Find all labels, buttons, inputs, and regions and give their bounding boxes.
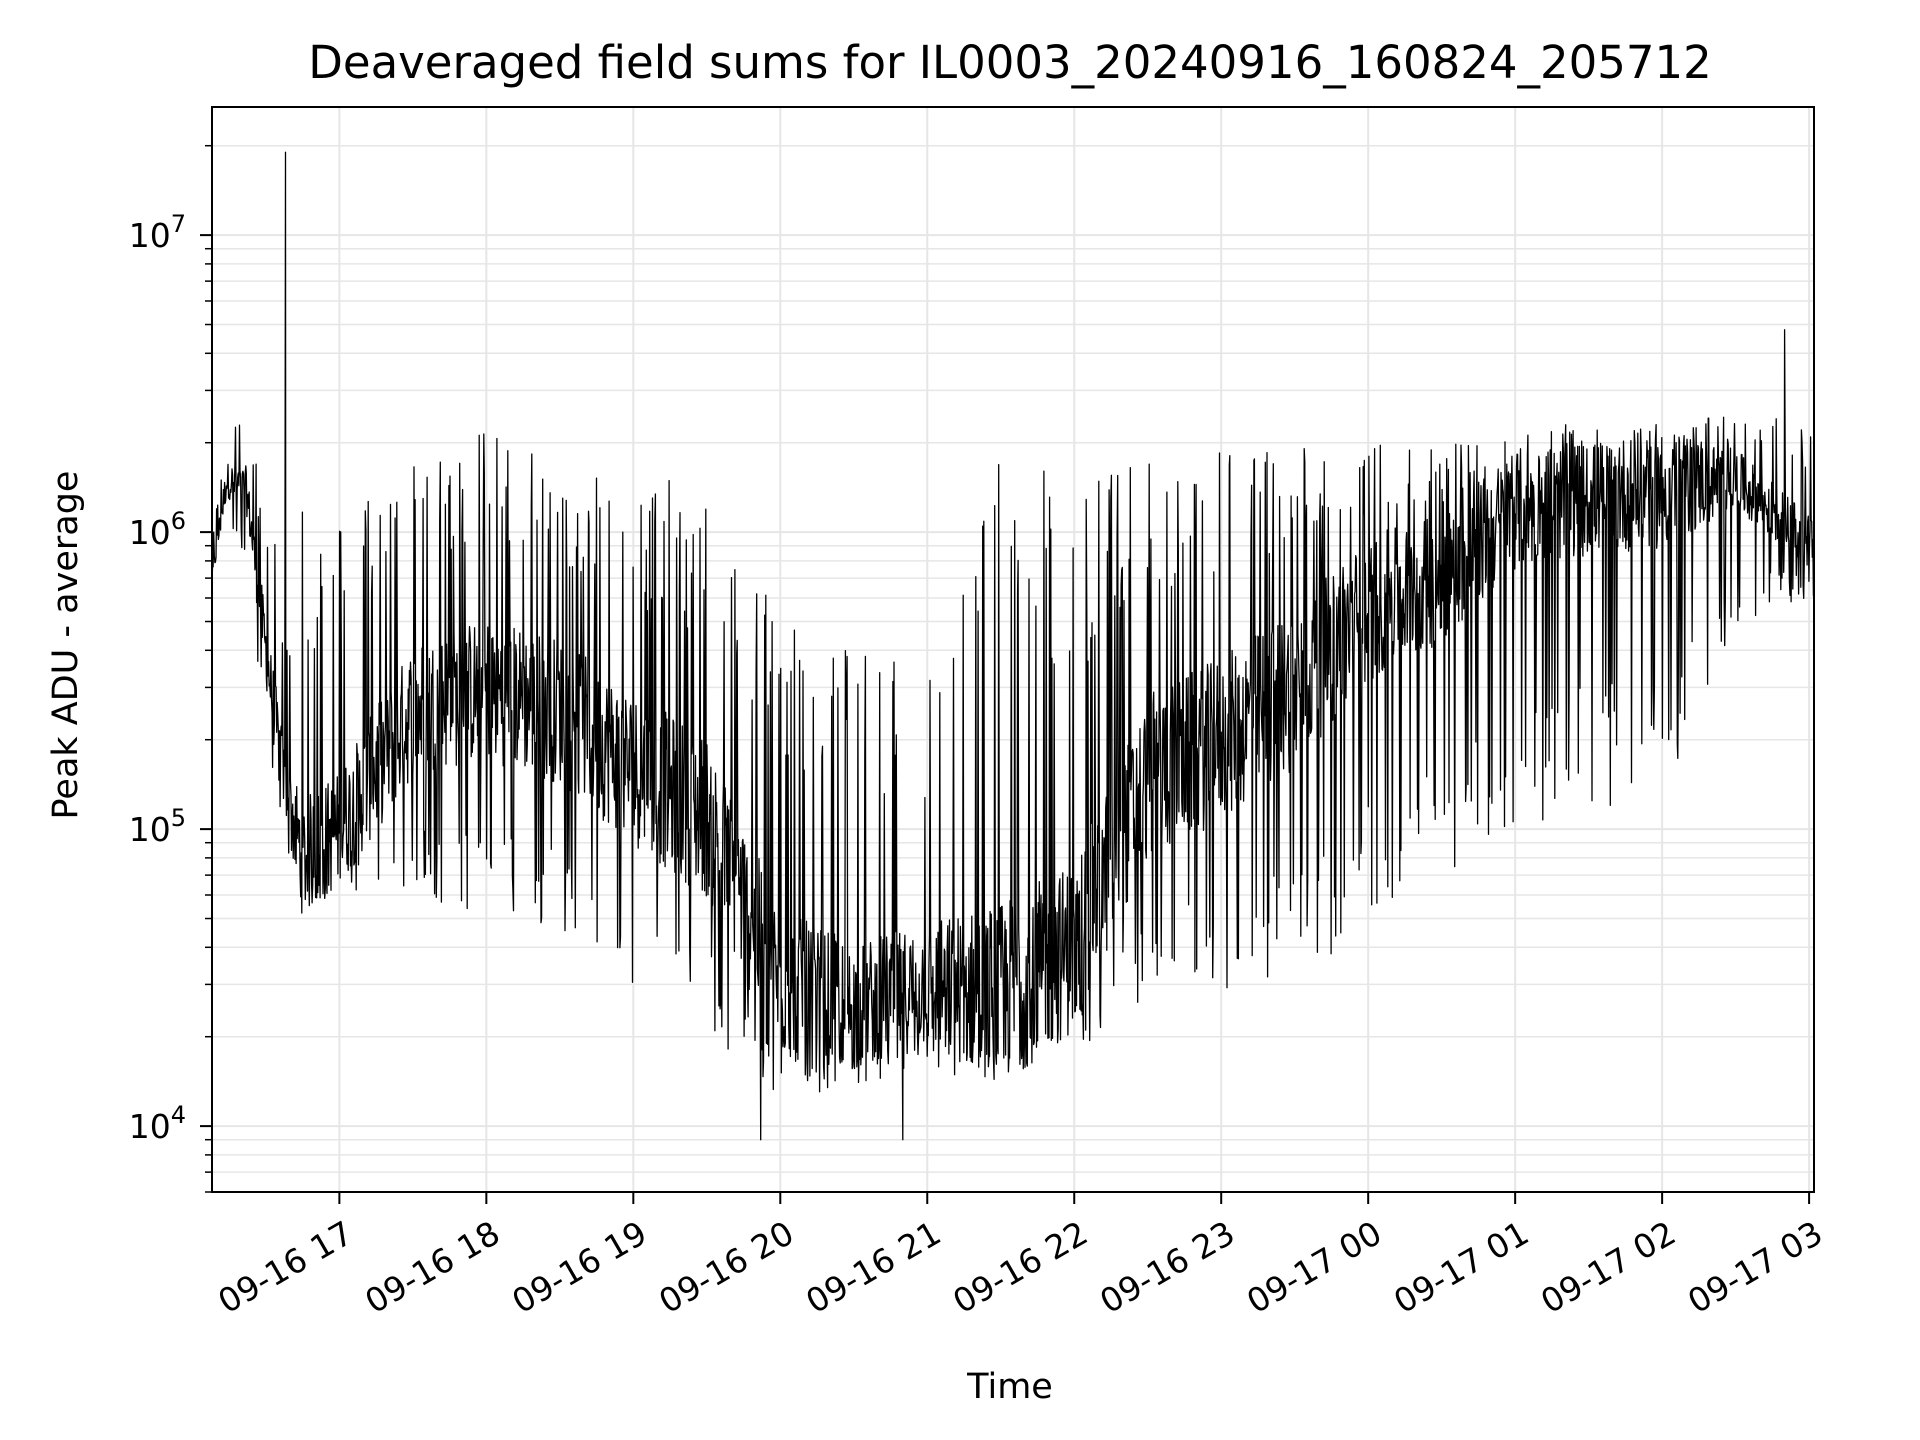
y-axis-label: Peak ADU - average [46, 471, 86, 820]
x-axis-label: Time [966, 1367, 1053, 1407]
chart-title: Deaveraged field sums for IL0003_2024091… [308, 36, 1712, 89]
y-tick-label: 104 [129, 1101, 186, 1146]
plot-frame [211, 106, 1815, 1193]
y-tick-label: 106 [129, 507, 186, 552]
series [211, 151, 1815, 1141]
y-tick-label: 105 [129, 804, 186, 849]
data-line [211, 151, 1815, 1141]
y-tick-label: 107 [129, 210, 186, 255]
